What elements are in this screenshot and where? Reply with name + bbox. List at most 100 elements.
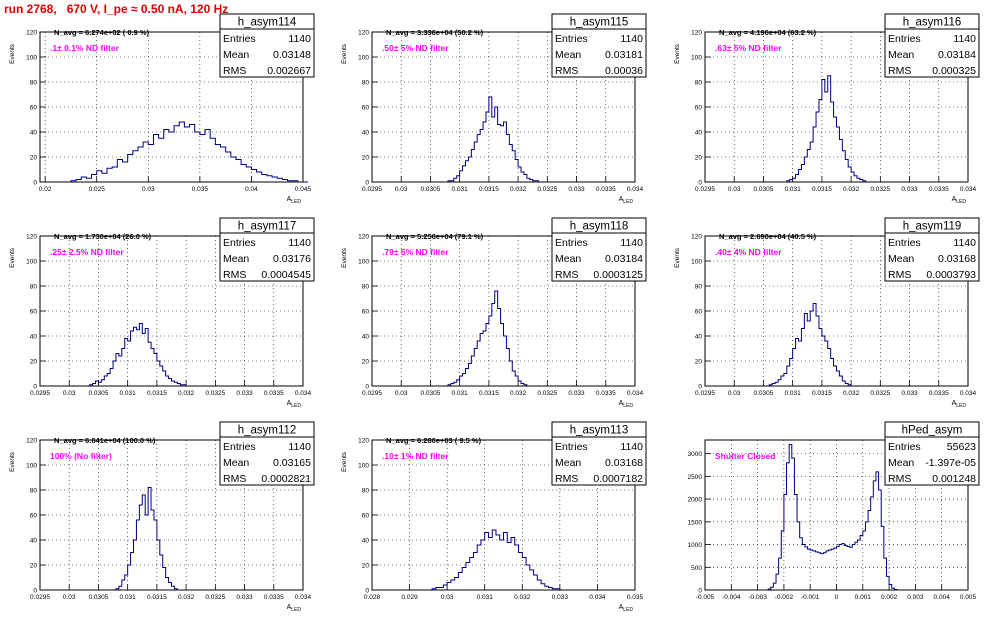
x-tick-label: 0.031	[452, 390, 469, 397]
plot-frame	[371, 235, 636, 387]
y-tick-label: 80	[362, 284, 370, 291]
stats-value: 1140	[620, 441, 643, 453]
histogram-line-h_asym112	[115, 487, 178, 590]
x-tick-label: 0.033	[901, 390, 918, 397]
page-title: run 2768, 670 V, I_pe ≈ 0.50 nA, 120 Hz	[4, 2, 229, 16]
plot-frame	[704, 439, 969, 591]
y-tick-label: 40	[362, 538, 370, 545]
y-tick-label: 0	[365, 180, 369, 187]
nevents-annotation: N_avg = 1.730e+04 (26.0 %)	[54, 232, 152, 241]
x-tick-label: 0.0305	[753, 390, 773, 397]
x-tick-label: 0.033	[236, 390, 253, 397]
x-tick-label: 0.032	[514, 594, 531, 601]
y-tick-label: 120	[26, 30, 37, 37]
x-tick-label: 0.045	[295, 186, 312, 193]
y-tick-label: 20	[362, 563, 370, 570]
x-tick-label: 0.03	[728, 390, 741, 397]
x-tick-label: 0.03	[728, 186, 741, 193]
stats-value: 0.0007182	[593, 473, 643, 485]
stats-value: 0.000325	[932, 65, 976, 77]
nevents-annotation: N_avg = 6.641e+04 (100.0 %)	[54, 436, 156, 445]
plot-frame	[39, 235, 304, 387]
x-tick-label: 0.0325	[537, 186, 557, 193]
stats-value: 0.03148	[273, 49, 311, 61]
stats-key: RMS	[223, 473, 246, 485]
stats-box	[551, 217, 647, 282]
x-tick-label: -0.003	[748, 594, 767, 601]
x-tick-label: 0.0315	[479, 390, 499, 397]
x-tick-label: 0.032	[843, 390, 860, 397]
x-tick-label: 0.0315	[812, 186, 832, 193]
x-tick-label: 0.029	[401, 594, 418, 601]
stats-title: h_asym112	[238, 425, 297, 437]
x-tick-label: 0.0335	[264, 390, 284, 397]
x-tick-label: 0.03	[441, 594, 454, 601]
y-tick-label: 0	[33, 384, 37, 391]
x-tick-label: 0.03	[142, 186, 155, 193]
y-tick-label: 100	[358, 463, 369, 470]
histogram-panel-h_asym116: 0 20 40 60 80 100 120 0.0295 0.03 0.0305 0.031 0.03…	[674, 13, 980, 205]
x-tick-label: 0.03	[63, 390, 76, 397]
y-tick-label: 0	[365, 588, 369, 595]
stats-key: Mean	[555, 253, 581, 265]
x-tick-label: 0.0325	[205, 594, 225, 601]
stats-key: Mean	[888, 457, 914, 469]
histogram-line-h_asym114	[45, 121, 309, 183]
x-tick-label: 0.0315	[479, 186, 499, 193]
y-tick-label: 0	[698, 384, 702, 391]
x-tick-label: 0.0335	[596, 186, 616, 193]
y-tick-label: 80	[695, 80, 703, 87]
filter-label: .10± 1% ND filter	[382, 451, 449, 461]
stats-value: 0.0002821	[261, 473, 311, 485]
histogram-line-h_asym117	[86, 323, 190, 387]
stats-key: Entries	[555, 33, 588, 45]
x-tick-label: -0.004	[722, 594, 741, 601]
y-tick-label: 0	[698, 588, 702, 595]
x-tick-label: 0.031	[477, 594, 494, 601]
y-tick-label: 60	[30, 309, 38, 316]
y-tick-label: 100	[26, 463, 37, 470]
stats-box	[219, 217, 315, 282]
y-tick-label: 20	[30, 359, 38, 366]
y-axis-label: Events	[341, 43, 348, 64]
stats-key: Entries	[888, 237, 921, 249]
x-tick-label: 0.032	[178, 390, 195, 397]
x-axis-label: ALED	[287, 196, 302, 205]
stats-key: Entries	[888, 33, 921, 45]
x-tick-label: 0.034	[589, 594, 606, 601]
x-tick-label: 0.034	[627, 390, 644, 397]
x-tick-label: 0.03	[63, 594, 76, 601]
x-tick-label: 0.0315	[147, 594, 167, 601]
x-tick-label: 0.032	[843, 186, 860, 193]
y-tick-label: 1500	[688, 519, 703, 526]
histogram-line-h_asym119	[768, 303, 852, 386]
x-tick-label: 0.0305	[88, 594, 108, 601]
x-tick-label: 0.032	[178, 594, 195, 601]
filter-label: .1± 0.1% ND filter	[50, 43, 120, 53]
x-tick-label: -0.002	[775, 594, 794, 601]
plot-frame	[704, 235, 969, 387]
y-axis-label: Events	[341, 247, 348, 268]
y-tick-label: 120	[26, 438, 37, 445]
y-tick-label: 60	[362, 105, 370, 112]
stats-key: RMS	[888, 473, 911, 485]
y-tick-label: 20	[30, 563, 38, 570]
x-tick-label: 0.033	[901, 186, 918, 193]
x-tick-label: 0.025	[89, 186, 106, 193]
x-tick-label: 0.034	[960, 390, 977, 397]
stats-value: 0.0004545	[261, 269, 311, 281]
stats-key: RMS	[888, 269, 911, 281]
plot-frame	[371, 439, 636, 591]
y-axis-label: Events	[9, 43, 16, 64]
x-tick-label: 0.03	[395, 390, 408, 397]
y-tick-label: 40	[695, 130, 703, 137]
y-tick-label: 80	[362, 488, 370, 495]
y-tick-label: 120	[358, 30, 369, 37]
stats-key: Mean	[555, 49, 581, 61]
stats-key: RMS	[555, 65, 578, 77]
stats-value: 0.03181	[605, 49, 643, 61]
x-tick-label: 0.0295	[30, 594, 50, 601]
x-tick-label: 0.0325	[870, 186, 890, 193]
stats-box	[884, 421, 980, 486]
x-tick-label: 0.033	[568, 390, 585, 397]
